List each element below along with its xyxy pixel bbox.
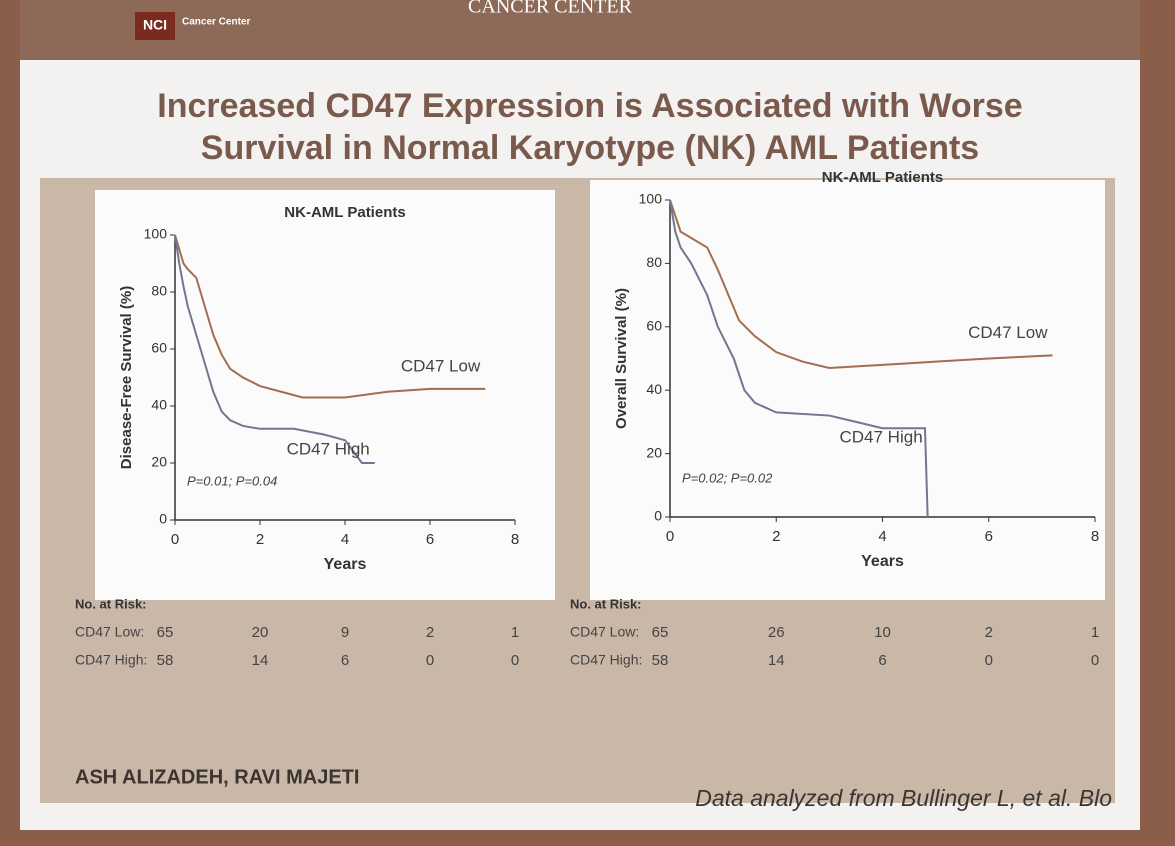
series-label: CD47 Low bbox=[968, 323, 1048, 342]
risk-count: 0 bbox=[1091, 652, 1099, 669]
x-axis-label: Years bbox=[861, 553, 904, 570]
x-tick-label: 4 bbox=[878, 528, 886, 545]
x-tick-label: 4 bbox=[341, 531, 349, 548]
risk-count: 26 bbox=[768, 624, 785, 641]
x-tick-label: 2 bbox=[256, 531, 264, 548]
risk-count: 14 bbox=[252, 652, 269, 669]
risk-row-label: CD47 Low: bbox=[570, 624, 639, 640]
risk-count: 0 bbox=[511, 652, 519, 669]
risk-count: 9 bbox=[341, 624, 349, 641]
risk-row-label: CD47 Low: bbox=[75, 624, 144, 640]
survival-curve bbox=[669, 199, 929, 518]
header-bar bbox=[20, 0, 1140, 60]
x-tick-label: 0 bbox=[666, 528, 674, 545]
logo: NCI bbox=[143, 17, 167, 33]
y-tick-label: 40 bbox=[646, 381, 662, 397]
y-tick-label: 20 bbox=[646, 444, 662, 460]
banner: CANCER CENTER bbox=[468, 0, 633, 18]
risk-count: 1 bbox=[1091, 624, 1099, 641]
x-tick-label: 2 bbox=[772, 528, 780, 545]
risk-count: 6 bbox=[878, 652, 886, 669]
risk-row-label: CD47 High: bbox=[570, 652, 642, 668]
risk-table-title: No. at Risk: bbox=[570, 596, 642, 611]
risk-row-label: CD47 High: bbox=[75, 652, 147, 668]
y-tick-label: 0 bbox=[159, 511, 167, 527]
y-tick-label: 100 bbox=[144, 226, 168, 242]
risk-count: 0 bbox=[426, 652, 434, 669]
survival-curve bbox=[174, 234, 375, 464]
y-axis-label: Overall Survival (%) bbox=[613, 288, 630, 429]
risk-count: 58 bbox=[157, 652, 174, 669]
y-tick-label: 80 bbox=[151, 283, 167, 299]
y-tick-label: 80 bbox=[646, 254, 662, 270]
y-tick-label: 40 bbox=[151, 397, 167, 413]
risk-count: 20 bbox=[252, 624, 269, 641]
risk-count: 65 bbox=[652, 624, 669, 641]
y-tick-label: 60 bbox=[646, 318, 662, 334]
risk-count: 14 bbox=[768, 652, 785, 669]
series-label: CD47 High bbox=[287, 440, 370, 459]
risk-count: 6 bbox=[341, 652, 349, 669]
series-label: CD47 Low bbox=[401, 356, 481, 375]
slide-title: Increased CD47 Expression is Associated … bbox=[157, 87, 1022, 125]
y-axis-label: Disease-Free Survival (%) bbox=[118, 286, 135, 469]
risk-count: 2 bbox=[985, 624, 993, 641]
y-tick-label: 20 bbox=[151, 454, 167, 470]
y-tick-label: 100 bbox=[639, 191, 663, 207]
risk-table-title: No. at Risk: bbox=[75, 596, 147, 611]
risk-count: 0 bbox=[985, 652, 993, 669]
chart-panel bbox=[95, 190, 555, 600]
x-axis-label: Years bbox=[324, 556, 367, 573]
x-tick-label: 6 bbox=[426, 531, 434, 548]
y-tick-label: 60 bbox=[151, 340, 167, 356]
x-tick-label: 8 bbox=[511, 531, 519, 548]
risk-count: 10 bbox=[874, 624, 891, 641]
annotation: P=0.02; P=0.02 bbox=[682, 470, 773, 485]
annotation: P=0.01; P=0.04 bbox=[187, 473, 277, 488]
chart-title: NK-AML Patients bbox=[822, 169, 943, 186]
x-tick-label: 0 bbox=[171, 531, 179, 548]
chart-panel bbox=[590, 180, 1105, 600]
logo-text: Cancer Center bbox=[182, 17, 250, 28]
x-tick-label: 6 bbox=[985, 528, 993, 545]
risk-count: 2 bbox=[426, 624, 434, 641]
logo-box bbox=[135, 12, 175, 40]
risk-count: 65 bbox=[157, 624, 174, 641]
survival-curve bbox=[174, 234, 486, 399]
survival-curve bbox=[669, 199, 1053, 370]
risk-count: 58 bbox=[652, 652, 669, 669]
source: Data analyzed from Bullinger L, et al. B… bbox=[695, 785, 1112, 811]
y-tick-label: 0 bbox=[654, 508, 662, 524]
chart-title: NK-AML Patients bbox=[284, 204, 405, 221]
x-tick-label: 8 bbox=[1091, 528, 1099, 545]
authors: ASH ALIZADEH, RAVI MAJETI bbox=[75, 766, 359, 788]
slide-title: Survival in Normal Karyotype (NK) AML Pa… bbox=[201, 129, 979, 167]
risk-count: 1 bbox=[511, 624, 519, 641]
series-label: CD47 High bbox=[840, 428, 923, 447]
